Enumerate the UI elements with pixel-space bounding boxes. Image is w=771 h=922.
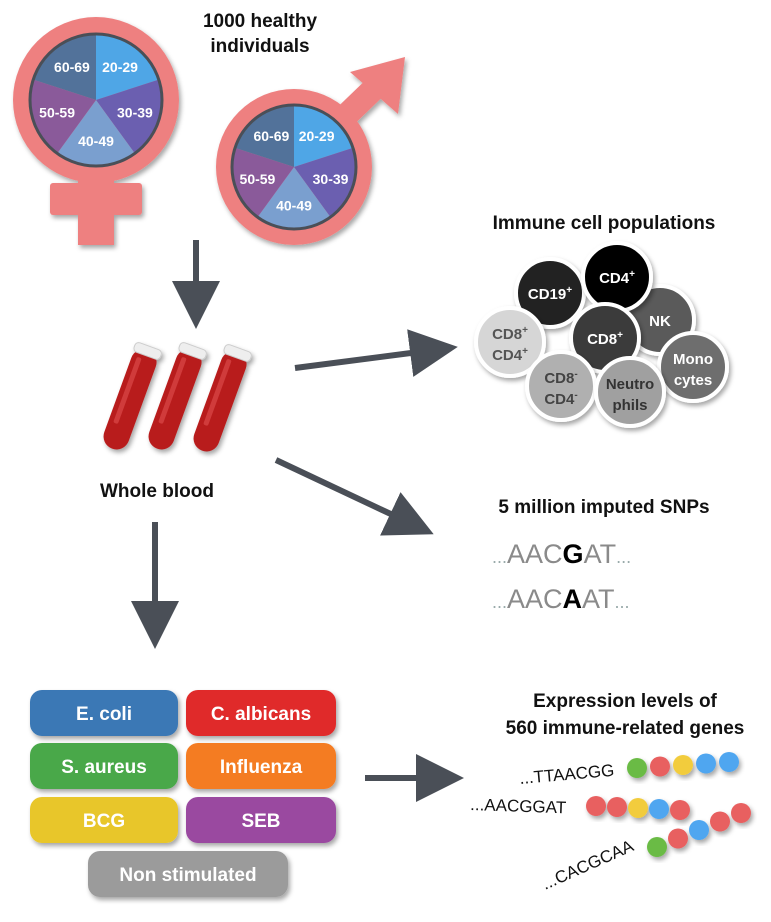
arrow-to-immune-cells xyxy=(294,329,458,377)
expression-bead xyxy=(696,753,716,774)
svg-text:SEB: SEB xyxy=(241,811,280,832)
snp-sequence-2: ...AACAAT... xyxy=(492,584,630,614)
female-pie-border xyxy=(28,32,164,168)
svg-text:CD8+: CD8+ xyxy=(587,330,623,348)
expression-title-line1: Expression levels of xyxy=(533,691,717,712)
snps-title: 5 million imputed SNPs xyxy=(498,497,709,518)
svg-text:CD4+: CD4+ xyxy=(599,269,635,287)
svg-text:BCG: BCG xyxy=(83,811,125,832)
expression-bead xyxy=(731,803,751,823)
stimulation-conditions: E. coli C. albicans S. aureus Influenza BCG S… xyxy=(30,690,336,897)
immune-cell-cluster: CD19+ NK CD4+ CD8+ CD4+ CD8+ CD8- CD4- Mono cytes… xyxy=(474,241,729,428)
svg-text:E. coli: E. coli xyxy=(76,704,132,725)
whole-blood-label: Whole blood xyxy=(100,481,214,502)
svg-text:C. albicans: C. albicans xyxy=(211,704,311,725)
immune-title: Immune cell populations xyxy=(493,213,716,234)
immune-cell-cd8negcd4neg: CD8- CD4- xyxy=(525,350,597,422)
expression-bead xyxy=(668,828,688,849)
svg-text:CD8+: CD8+ xyxy=(492,325,528,343)
female-age-label: 40-49 xyxy=(78,133,114,149)
expression-row: ...AACGGAT xyxy=(470,795,690,820)
svg-text:S. aureus: S. aureus xyxy=(61,757,147,778)
expression-bead xyxy=(628,798,648,818)
svg-text:phils: phils xyxy=(612,397,647,414)
female-slice-40-49 xyxy=(57,100,135,167)
expression-bead xyxy=(627,758,647,778)
expression-row: ...TTAACGG xyxy=(519,752,739,788)
expression-bead xyxy=(650,756,670,777)
expression-bead xyxy=(607,797,627,817)
female-slice-30-39 xyxy=(96,79,162,154)
expression-row: ...CACGCAA xyxy=(539,803,751,894)
male-slice-60-69 xyxy=(235,105,294,167)
female-age-label: 20-29 xyxy=(102,59,138,75)
male-slice-20-29 xyxy=(294,105,353,167)
stimulus-s-aureus: S. aureus xyxy=(30,743,178,789)
immune-cell-cd4pos: CD4+ xyxy=(581,241,653,313)
expression-bead xyxy=(649,799,669,819)
gene-sequence: ...AACGGAT xyxy=(470,795,567,817)
expression-rows: ...TTAACGG ...AACGGAT ...CACGCAA xyxy=(470,752,751,894)
female-slice-50-59 xyxy=(30,79,96,154)
immune-cell-monocytes: Mono cytes xyxy=(657,331,729,403)
stimulus-seb: SEB xyxy=(186,797,336,843)
female-age-label: 30-39 xyxy=(117,105,153,121)
svg-text:CD4-: CD4- xyxy=(544,390,577,408)
male-slice-30-39 xyxy=(294,147,357,218)
svg-text:CD4+: CD4+ xyxy=(492,346,528,364)
female-slice-20-29 xyxy=(96,34,159,100)
stimulus-c-albicans: C. albicans xyxy=(186,690,336,736)
female-age-label: 60-69 xyxy=(54,59,90,75)
expression-bead xyxy=(710,811,730,832)
blood-tubes-icon xyxy=(103,342,252,452)
stimulus-bcg: BCG xyxy=(30,797,178,843)
male-slice-50-59 xyxy=(232,147,294,218)
snp-sequence-1: ...AACGAT... xyxy=(492,539,631,569)
male-age-label: 60-69 xyxy=(253,128,289,144)
male-age-label: 30-39 xyxy=(313,171,349,187)
cohort-title-line2: individuals xyxy=(210,36,309,57)
gene-sequence: ...TTAACGG xyxy=(519,761,615,788)
female-age-label: 50-59 xyxy=(39,105,75,121)
stimulus-e-coli: E. coli xyxy=(30,690,178,736)
expression-bead xyxy=(647,837,667,857)
expression-bead xyxy=(689,820,709,840)
svg-text:Mono: Mono xyxy=(673,351,713,368)
expression-title-line2: 560 immune-related genes xyxy=(506,718,745,739)
male-age-label: 50-59 xyxy=(240,171,276,187)
svg-text:CD19+: CD19+ xyxy=(528,285,572,303)
arrow-to-snps xyxy=(274,457,434,536)
male-pie-border xyxy=(230,103,358,231)
stimulus-influenza: Influenza xyxy=(186,743,336,789)
cohort-title-line1: 1000 healthy xyxy=(203,11,317,32)
male-age-label: 40-49 xyxy=(276,197,312,213)
immune-cell-neutrophils: Neutro phils xyxy=(594,356,666,428)
immune-cell-cd19pos: CD19+ xyxy=(514,257,586,329)
svg-text:Neutro: Neutro xyxy=(606,376,654,393)
gene-sequence: ...CACGCAA xyxy=(539,836,637,894)
male-age-label: 20-29 xyxy=(299,128,335,144)
stimulus-non-stimulated: Non stimulated xyxy=(88,851,288,897)
female-slice-60-69 xyxy=(33,34,96,100)
immune-cell-cd8poscd4pos: CD8+ CD4+ xyxy=(474,306,546,378)
svg-text:NK: NK xyxy=(649,313,671,330)
svg-text:CD8-: CD8- xyxy=(544,369,577,387)
svg-text:Non stimulated: Non stimulated xyxy=(119,865,256,886)
male-slice-40-49 xyxy=(257,167,331,229)
expression-bead xyxy=(586,796,606,816)
expression-bead xyxy=(673,755,693,775)
expression-bead xyxy=(719,752,739,772)
expression-bead xyxy=(670,800,690,820)
svg-text:cytes: cytes xyxy=(674,372,712,389)
svg-text:Influenza: Influenza xyxy=(220,757,303,778)
